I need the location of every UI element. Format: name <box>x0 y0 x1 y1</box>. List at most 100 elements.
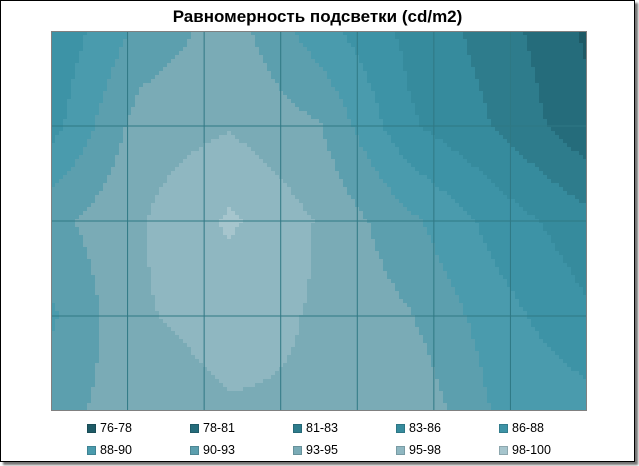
contour-cell <box>215 155 220 160</box>
contour-cell <box>479 111 484 116</box>
contour-cell <box>475 135 480 140</box>
contour-cell <box>519 63 524 68</box>
contour-cell <box>571 143 576 148</box>
contour-cell <box>527 99 532 104</box>
contour-cell <box>155 99 160 104</box>
contour-cell <box>71 103 76 108</box>
contour-cell <box>563 139 568 144</box>
contour-cell <box>527 83 532 88</box>
contour-cell <box>359 143 364 148</box>
contour-cell <box>559 91 564 96</box>
contour-cell <box>347 163 352 168</box>
contour-cell <box>543 79 548 84</box>
contour-cell <box>319 131 324 136</box>
contour-cell <box>447 95 452 100</box>
contour-cell <box>459 39 464 44</box>
contour-cell <box>451 135 456 140</box>
contour-cell <box>203 47 208 52</box>
contour-cell <box>475 143 480 148</box>
contour-cell <box>95 163 100 168</box>
contour-cell <box>171 107 176 112</box>
contour-cell <box>263 75 268 80</box>
contour-cell <box>63 51 68 56</box>
contour-cell <box>251 63 256 68</box>
contour-cell <box>535 123 540 128</box>
contour-cell <box>395 131 400 136</box>
contour-cell <box>103 103 108 108</box>
contour-cell <box>151 139 156 144</box>
contour-cell <box>511 35 516 40</box>
contour-cell <box>447 151 452 156</box>
contour-cell <box>447 59 452 64</box>
contour-cell <box>527 159 532 164</box>
contour-cell <box>103 159 108 164</box>
contour-cell <box>123 95 128 100</box>
contour-cell <box>147 107 152 112</box>
contour-cell <box>247 155 252 160</box>
contour-cell <box>523 155 528 160</box>
contour-cell <box>307 127 312 132</box>
contour-cell <box>535 95 540 100</box>
contour-cell <box>555 79 560 84</box>
contour-cell <box>551 55 556 60</box>
contour-cell <box>295 83 300 88</box>
contour-cell <box>223 123 228 128</box>
contour-cell <box>283 119 288 124</box>
contour-cell <box>547 71 552 76</box>
contour-cell <box>463 43 468 48</box>
contour-cell <box>251 155 256 160</box>
contour-cell <box>511 87 516 92</box>
contour-cell <box>387 67 392 72</box>
contour-cell <box>215 175 220 180</box>
contour-cell <box>531 175 536 180</box>
contour-cell <box>83 159 88 164</box>
contour-cell <box>211 131 216 136</box>
contour-cell <box>363 83 368 88</box>
contour-cell <box>343 131 348 136</box>
contour-cell <box>335 155 340 160</box>
contour-cell <box>63 67 68 72</box>
contour-cell <box>179 47 184 52</box>
contour-cell <box>111 39 116 44</box>
contour-cell <box>475 175 480 180</box>
contour-cell <box>75 159 80 164</box>
contour-cell <box>67 127 72 132</box>
contour-cell <box>79 71 84 76</box>
contour-cell <box>271 59 276 64</box>
contour-cell <box>203 171 208 176</box>
contour-cell <box>311 31 316 36</box>
contour-cell <box>583 111 587 116</box>
contour-cell <box>391 123 396 128</box>
contour-cell <box>311 51 316 56</box>
contour-cell <box>419 131 424 136</box>
contour-cell <box>139 111 144 116</box>
contour-cell <box>235 119 240 124</box>
contour-cell <box>247 123 252 128</box>
contour-cell <box>499 55 504 60</box>
contour-cell <box>383 87 388 92</box>
contour-cell <box>111 95 116 100</box>
contour-cell <box>415 95 420 100</box>
contour-cell <box>131 103 136 108</box>
contour-cell <box>303 51 308 56</box>
contour-cell <box>179 71 184 76</box>
contour-cell <box>299 143 304 148</box>
contour-cell <box>163 103 168 108</box>
contour-cell <box>375 99 380 104</box>
contour-cell <box>183 163 188 168</box>
contour-cell <box>51 99 56 104</box>
contour-cell <box>523 35 528 40</box>
contour-cell <box>267 159 272 164</box>
contour-cell <box>139 63 144 68</box>
contour-cell <box>419 171 424 176</box>
contour-cell <box>363 75 368 80</box>
contour-cell <box>539 159 544 164</box>
contour-cell <box>219 47 224 52</box>
contour-cell <box>415 87 420 92</box>
contour-cell <box>335 115 340 120</box>
contour-cell <box>75 67 80 72</box>
contour-cell <box>367 123 372 128</box>
contour-cell <box>279 31 284 36</box>
contour-cell <box>375 163 380 168</box>
contour-cell <box>235 31 240 36</box>
